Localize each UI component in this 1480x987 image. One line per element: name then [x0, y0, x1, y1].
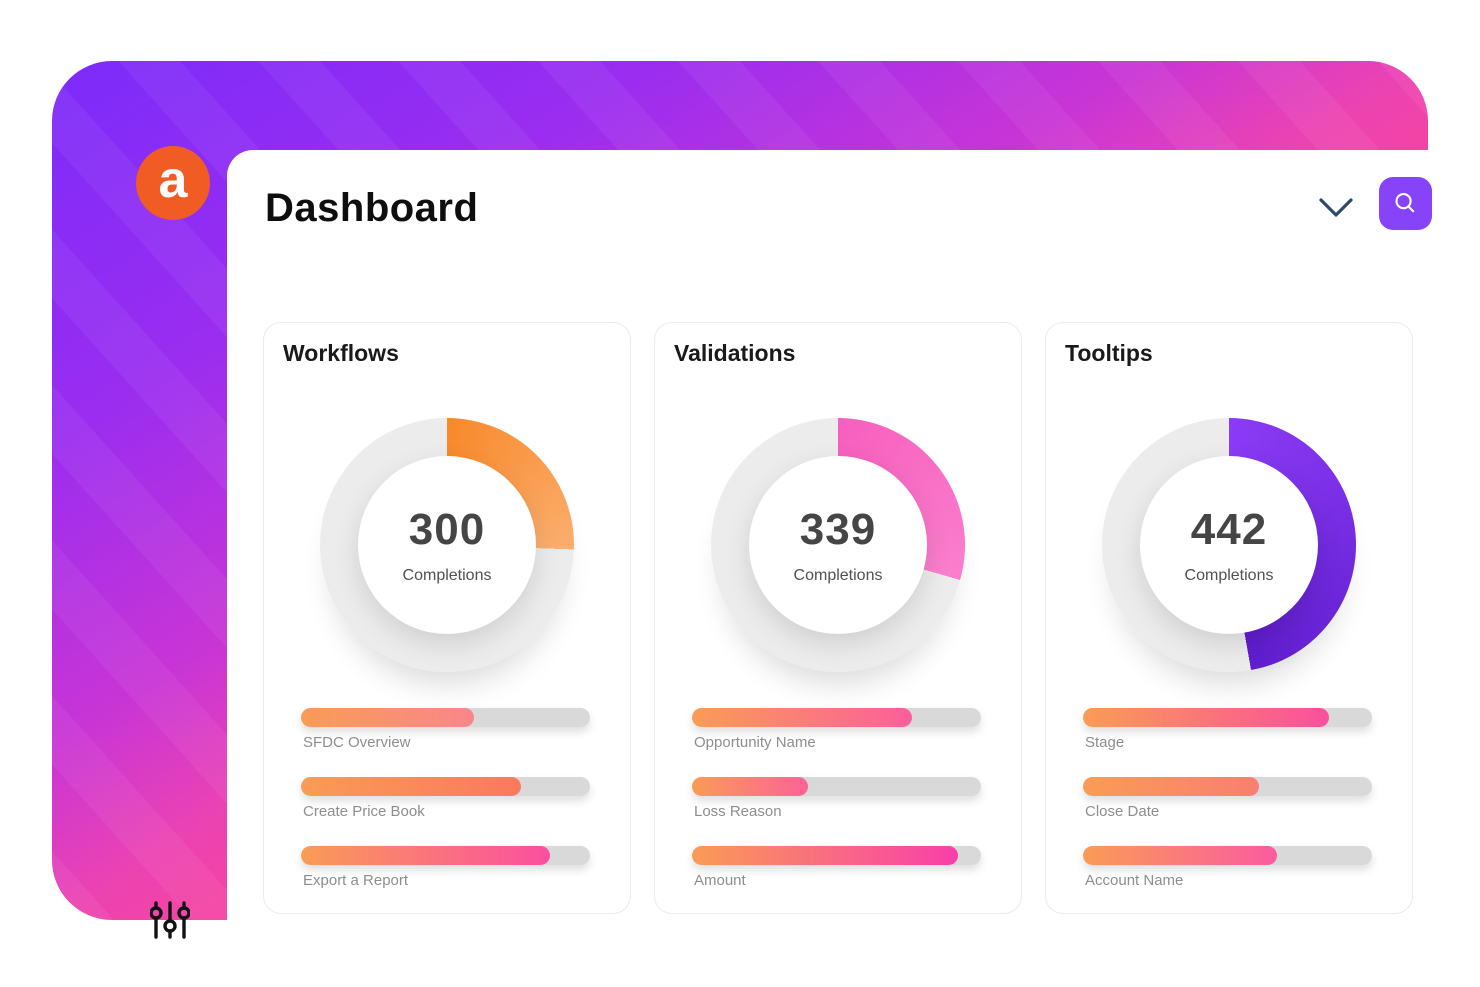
progress-label: Opportunity Name — [694, 734, 816, 751]
progress-fill — [301, 708, 475, 727]
progress-row: Opportunity Name — [692, 708, 981, 751]
progress-track — [1083, 846, 1372, 865]
donut-hole: 442 Completions — [1140, 456, 1318, 634]
progress-track — [301, 846, 590, 865]
progress-track — [692, 846, 981, 865]
filters-sliders-icon[interactable] — [150, 900, 190, 940]
progress-fill — [1083, 777, 1260, 796]
progress-row: Stage — [1083, 708, 1372, 751]
progress-row: Export a Report — [301, 846, 590, 889]
progress-track — [1083, 708, 1372, 727]
progress-fill — [301, 777, 521, 796]
completions-label: Completions — [793, 567, 883, 584]
cards-row: Workflows 300 Completions SFDC Overview … — [263, 322, 1413, 914]
metric-card: Tooltips 442 Completions Stage Close Dat… — [1045, 322, 1413, 914]
progress-track — [692, 777, 981, 796]
progress-list: Stage Close Date Account Name — [1083, 708, 1372, 915]
progress-label: SFDC Overview — [303, 734, 411, 751]
progress-track — [692, 708, 981, 727]
progress-track — [1083, 777, 1372, 796]
progress-fill — [1083, 708, 1329, 727]
progress-track — [301, 708, 590, 727]
progress-label: Loss Reason — [694, 803, 782, 820]
metric-card: Validations 339 Completions Opportunity … — [654, 322, 1022, 914]
metric-card: Workflows 300 Completions SFDC Overview … — [263, 322, 631, 914]
completions-count: 442 — [1190, 505, 1268, 554]
app-logo[interactable]: a — [136, 146, 210, 220]
progress-label: Stage — [1085, 734, 1125, 751]
progress-label: Amount — [694, 872, 746, 889]
progress-label: Export a Report — [303, 872, 409, 889]
search-button[interactable] — [1379, 177, 1432, 230]
progress-label: Create Price Book — [303, 803, 425, 820]
donut-chart: 339 Completions — [711, 418, 965, 672]
chevron-down-icon[interactable] — [1317, 196, 1355, 220]
progress-row: SFDC Overview — [301, 708, 590, 751]
donut-chart: 300 Completions — [320, 418, 574, 672]
progress-fill — [692, 708, 912, 727]
progress-row: Loss Reason — [692, 777, 981, 820]
brand-gradient-background: a Dashboard Workflo — [52, 61, 1455, 964]
progress-fill — [692, 846, 958, 865]
progress-list: SFDC Overview Create Price Book Export a… — [301, 708, 590, 915]
card-title: Tooltips — [1065, 340, 1153, 366]
progress-row: Close Date — [1083, 777, 1372, 820]
completions-count: 339 — [799, 505, 877, 554]
donut-chart: 442 Completions — [1102, 418, 1356, 672]
search-icon — [1395, 192, 1415, 213]
progress-fill — [1083, 846, 1277, 865]
dashboard-panel: Dashboard Workflows 300 Completions S — [227, 150, 1455, 964]
progress-label: Close Date — [1085, 803, 1160, 820]
progress-row: Create Price Book — [301, 777, 590, 820]
card-title: Validations — [674, 340, 796, 366]
progress-fill — [301, 846, 550, 865]
completions-label: Completions — [1184, 567, 1274, 584]
card-title: Workflows — [283, 340, 399, 366]
completions-label: Completions — [402, 567, 492, 584]
page-title: Dashboard — [265, 186, 479, 230]
completions-count: 300 — [408, 505, 486, 554]
donut-hole: 339 Completions — [749, 456, 927, 634]
progress-track — [301, 777, 590, 796]
progress-row: Account Name — [1083, 846, 1372, 889]
progress-fill — [692, 777, 808, 796]
progress-row: Amount — [692, 846, 981, 889]
progress-list: Opportunity Name Loss Reason Amount — [692, 708, 981, 915]
progress-label: Account Name — [1085, 872, 1184, 889]
donut-hole: 300 Completions — [358, 456, 536, 634]
